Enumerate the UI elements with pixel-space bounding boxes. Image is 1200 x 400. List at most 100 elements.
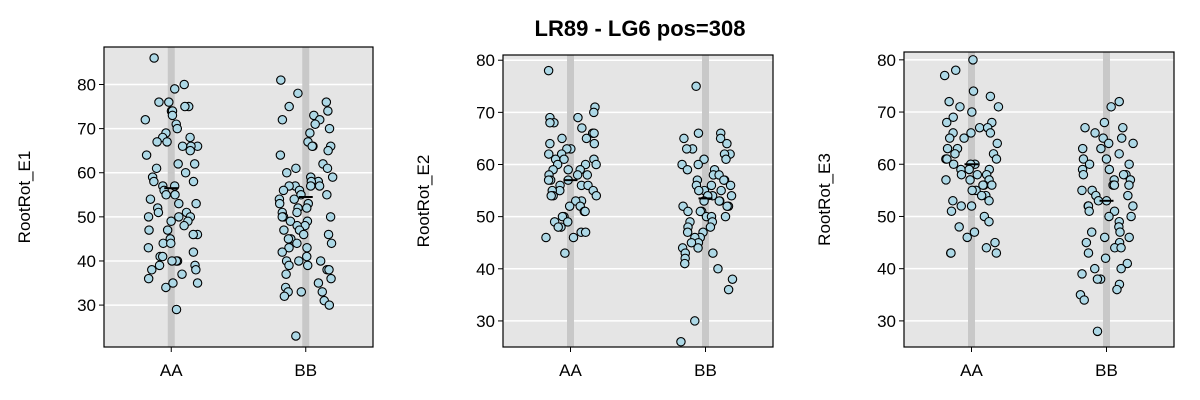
data-point	[591, 191, 602, 201]
plot-background	[503, 55, 773, 347]
data-point	[1116, 243, 1126, 253]
data-point	[723, 284, 734, 295]
data-point	[168, 278, 178, 288]
data-point	[1104, 211, 1114, 222]
data-point	[282, 167, 292, 178]
data-point	[1077, 185, 1087, 196]
data-point	[172, 123, 183, 134]
data-point	[695, 206, 706, 217]
data-point	[1090, 263, 1100, 274]
x-tick-label: AA	[559, 361, 582, 380]
y-tick-label: 30	[877, 312, 896, 331]
data-point	[324, 265, 334, 275]
data-point	[1084, 159, 1095, 170]
data-point	[694, 185, 704, 196]
data-point	[1096, 143, 1106, 154]
data-point	[302, 251, 312, 262]
data-point	[179, 220, 189, 231]
data-point	[946, 206, 957, 216]
data-point	[154, 260, 165, 271]
data-point	[1078, 154, 1089, 164]
data-point	[324, 300, 335, 310]
data-point	[284, 101, 294, 112]
data-point	[274, 198, 285, 209]
data-point	[140, 115, 151, 125]
data-point	[164, 97, 174, 107]
y-tick-label: 50	[476, 208, 495, 227]
data-point	[166, 238, 176, 249]
data-point	[691, 81, 701, 92]
data-point	[324, 123, 335, 134]
data-point	[141, 150, 152, 160]
data-point	[942, 154, 952, 164]
y-tick-label: 60	[77, 164, 96, 183]
data-point	[984, 196, 994, 206]
chart-panel-2: 30 40 50 60 70 80 AA BB RootRot_E2	[414, 51, 774, 380]
data-point	[302, 260, 313, 271]
data-point	[162, 225, 173, 235]
data-point	[315, 256, 326, 266]
data-point	[939, 70, 950, 81]
y-tick-label: 80	[77, 76, 96, 95]
data-point	[1100, 253, 1111, 263]
data-point	[188, 247, 199, 257]
data-point	[680, 258, 690, 269]
data-point	[153, 207, 164, 218]
data-point	[1090, 128, 1100, 138]
data-point	[154, 97, 164, 107]
data-point	[968, 86, 979, 96]
data-point	[276, 75, 286, 85]
data-point	[314, 181, 325, 191]
data-point	[942, 143, 953, 154]
data-point	[713, 264, 723, 274]
data-point	[573, 112, 583, 123]
y-tick-label: 40	[77, 252, 96, 271]
data-point	[1086, 227, 1097, 237]
data-point	[1123, 190, 1133, 201]
data-point	[192, 278, 203, 288]
data-point	[277, 115, 288, 125]
data-point	[1092, 326, 1103, 337]
data-point	[191, 198, 201, 209]
data-point	[543, 175, 554, 185]
data-point	[277, 247, 287, 257]
data-point	[560, 248, 570, 258]
data-point	[950, 65, 961, 76]
data-point	[284, 242, 294, 253]
data-point	[719, 175, 729, 185]
data-point	[1101, 154, 1112, 164]
x-tick-label: AA	[160, 361, 183, 380]
data-point	[950, 149, 960, 159]
data-point	[544, 149, 554, 159]
data-point	[946, 248, 956, 258]
data-point	[706, 180, 717, 191]
data-point	[1104, 164, 1115, 175]
data-point	[1079, 295, 1089, 305]
data-point	[564, 201, 575, 211]
data-point	[161, 190, 171, 200]
data-point	[278, 185, 289, 196]
data-point	[563, 217, 573, 227]
data-point	[955, 102, 965, 112]
data-point	[676, 337, 686, 347]
plot-background	[904, 52, 1174, 347]
data-point	[563, 164, 573, 175]
data-point	[321, 97, 332, 107]
data-point	[714, 196, 725, 206]
data-point	[708, 248, 718, 258]
data-point	[289, 194, 299, 204]
data-point	[313, 278, 324, 288]
data-point	[944, 133, 955, 143]
y-axis-title: RootRot_E3	[815, 153, 834, 246]
data-point	[166, 216, 176, 227]
data-point	[967, 185, 977, 196]
data-point	[543, 65, 554, 76]
data-point	[976, 190, 987, 201]
data-point	[171, 304, 182, 315]
data-point	[1084, 206, 1094, 216]
data-point	[1115, 227, 1125, 237]
data-point	[572, 170, 583, 180]
data-point	[279, 225, 289, 235]
data-point	[1128, 201, 1138, 211]
